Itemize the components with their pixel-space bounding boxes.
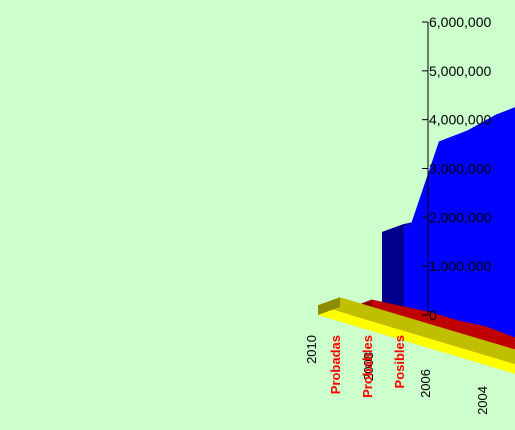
y-tick-label-4: 4,000,000 (429, 112, 491, 128)
series-posibles-end (382, 223, 404, 315)
x-tick-label-2006: 2006 (418, 369, 433, 398)
series-probadas-front (318, 305, 515, 374)
y-tick-label-2: 2,000,000 (429, 209, 491, 225)
y-tick-label-0: 0 (429, 307, 437, 323)
y-tick-label-5: 5,000,000 (429, 63, 491, 79)
series-label-probables: Probables (360, 335, 375, 398)
y-tick-label-6: 6,000,000 (429, 14, 491, 30)
x-tick-label-2004: 2004 (475, 386, 490, 415)
series-label-probadas: Probadas (328, 335, 343, 394)
y-tick-label-3: 3,000,000 (429, 161, 491, 177)
x-tick-label-2010: 2010 (304, 335, 319, 364)
series-probadas-top (318, 297, 515, 364)
series-probadas-end (318, 297, 340, 315)
y-tick-label-1: 1,000,000 (429, 258, 491, 274)
series-posibles-front (382, 107, 515, 355)
x-tick-label-2008: 2008 (361, 352, 376, 381)
series-label-posibles: Posibles (392, 335, 407, 388)
